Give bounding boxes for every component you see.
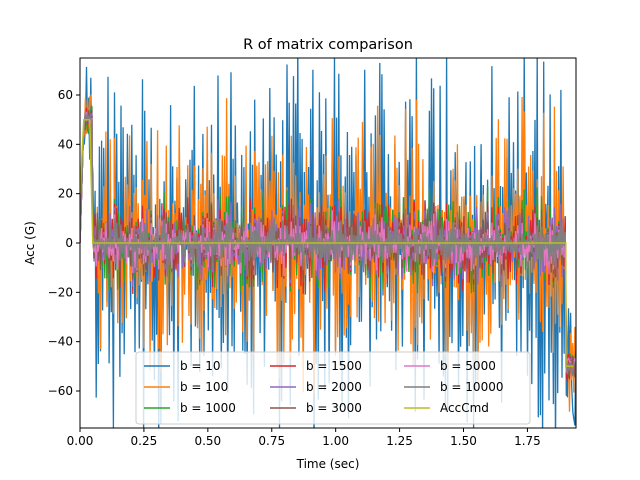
y-axis-label: Acc (G) bbox=[23, 221, 37, 265]
series-line-accmd bbox=[80, 118, 574, 368]
legend-label: AccCmd bbox=[440, 401, 489, 415]
legend-label: b = 5000 bbox=[440, 359, 496, 373]
x-tick-label: 1.75 bbox=[514, 434, 541, 448]
y-tick-label: 0 bbox=[65, 236, 73, 250]
y-tick-label: 40 bbox=[58, 137, 73, 151]
legend: b = 10 b = 100 b = 1000 b = 1500 b = 2000 b =… bbox=[135, 351, 531, 425]
x-tick-label: 0.00 bbox=[67, 434, 94, 448]
legend-label: b = 2000 bbox=[306, 380, 362, 394]
y-tick-label: −40 bbox=[48, 335, 73, 349]
legend-label: b = 1000 bbox=[180, 401, 236, 415]
y-tick-label: −20 bbox=[48, 285, 73, 299]
y-tick-label: 20 bbox=[58, 187, 73, 201]
x-tick-label: 0.50 bbox=[194, 434, 221, 448]
x-tick-label: 0.75 bbox=[258, 434, 285, 448]
x-tick-label: 1.50 bbox=[450, 434, 477, 448]
x-tick-label: 1.00 bbox=[322, 434, 349, 448]
x-tick-label: 0.25 bbox=[131, 434, 158, 448]
x-axis: 0.00 0.25 0.50 0.75 1.00 1.25 1.50 1.75 bbox=[67, 428, 541, 448]
legend-label: b = 100 bbox=[180, 380, 228, 394]
y-axis: −60 −40 −20 0 20 40 60 bbox=[48, 88, 80, 398]
legend-label: b = 10 bbox=[180, 359, 221, 373]
y-tick-label: −60 bbox=[48, 384, 73, 398]
legend-label: b = 1500 bbox=[306, 359, 362, 373]
legend-label: b = 10000 bbox=[440, 380, 503, 394]
y-tick-label: 60 bbox=[58, 88, 73, 102]
series-layer bbox=[80, 58, 576, 428]
x-tick-label: 1.25 bbox=[386, 434, 413, 448]
legend-box bbox=[135, 351, 531, 425]
x-axis-label: Time (sec) bbox=[296, 457, 360, 471]
series-line-b10000 bbox=[80, 113, 576, 376]
legend-label: b = 3000 bbox=[306, 401, 362, 415]
series-line-b5000 bbox=[80, 111, 576, 375]
chart-title: R of matrix comparison bbox=[243, 37, 413, 53]
